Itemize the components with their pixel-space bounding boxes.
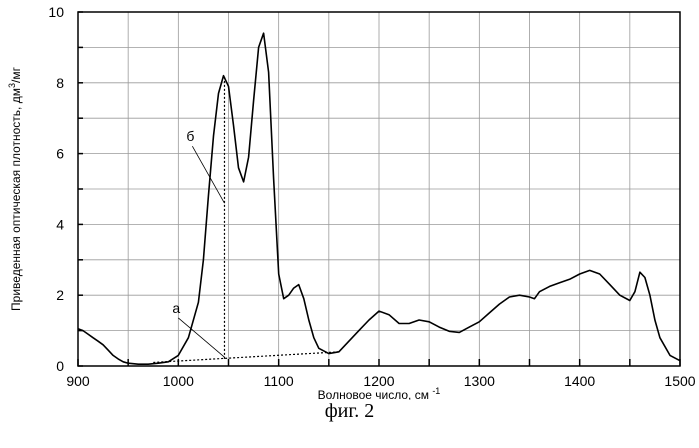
annotation-label: а (172, 300, 180, 316)
y-tick-label: 4 (56, 216, 64, 232)
y-tick-label: 6 (56, 146, 64, 162)
annotation-leader (178, 318, 224, 357)
x-tick-label: 1200 (363, 373, 394, 389)
annotations: ба (172, 128, 224, 357)
x-tick-label: 1400 (564, 373, 595, 389)
annotation-label: б (186, 128, 194, 144)
x-tick-label: 1100 (264, 373, 294, 389)
x-tick-label: 1000 (163, 373, 194, 389)
figure-caption: фиг. 2 (0, 400, 699, 423)
x-axis-label: Волновое число, см -1 (318, 386, 441, 400)
helper-lines (153, 76, 339, 363)
spectrum-chart: 9001000110012001300140015000246810 ба Во… (0, 0, 699, 400)
grid (78, 12, 680, 366)
tick-labels: 900 1000 1100 1200 1300 1400 1500 0 2 4 6 8 10 (48, 4, 695, 389)
y-tick-label: 10 (48, 4, 64, 20)
x-tick-label: 900 (66, 373, 90, 389)
y-tick-label: 8 (56, 75, 64, 91)
y-tick-label: 0 (56, 358, 64, 374)
baseline-line (153, 352, 339, 363)
x-tick-label: 1300 (464, 373, 495, 389)
x-tick-label: 1500 (664, 373, 695, 389)
y-tick-label: 2 (56, 287, 64, 303)
y-axis-label: Приведенная оптическая плотность, дм3/мг (7, 66, 23, 311)
